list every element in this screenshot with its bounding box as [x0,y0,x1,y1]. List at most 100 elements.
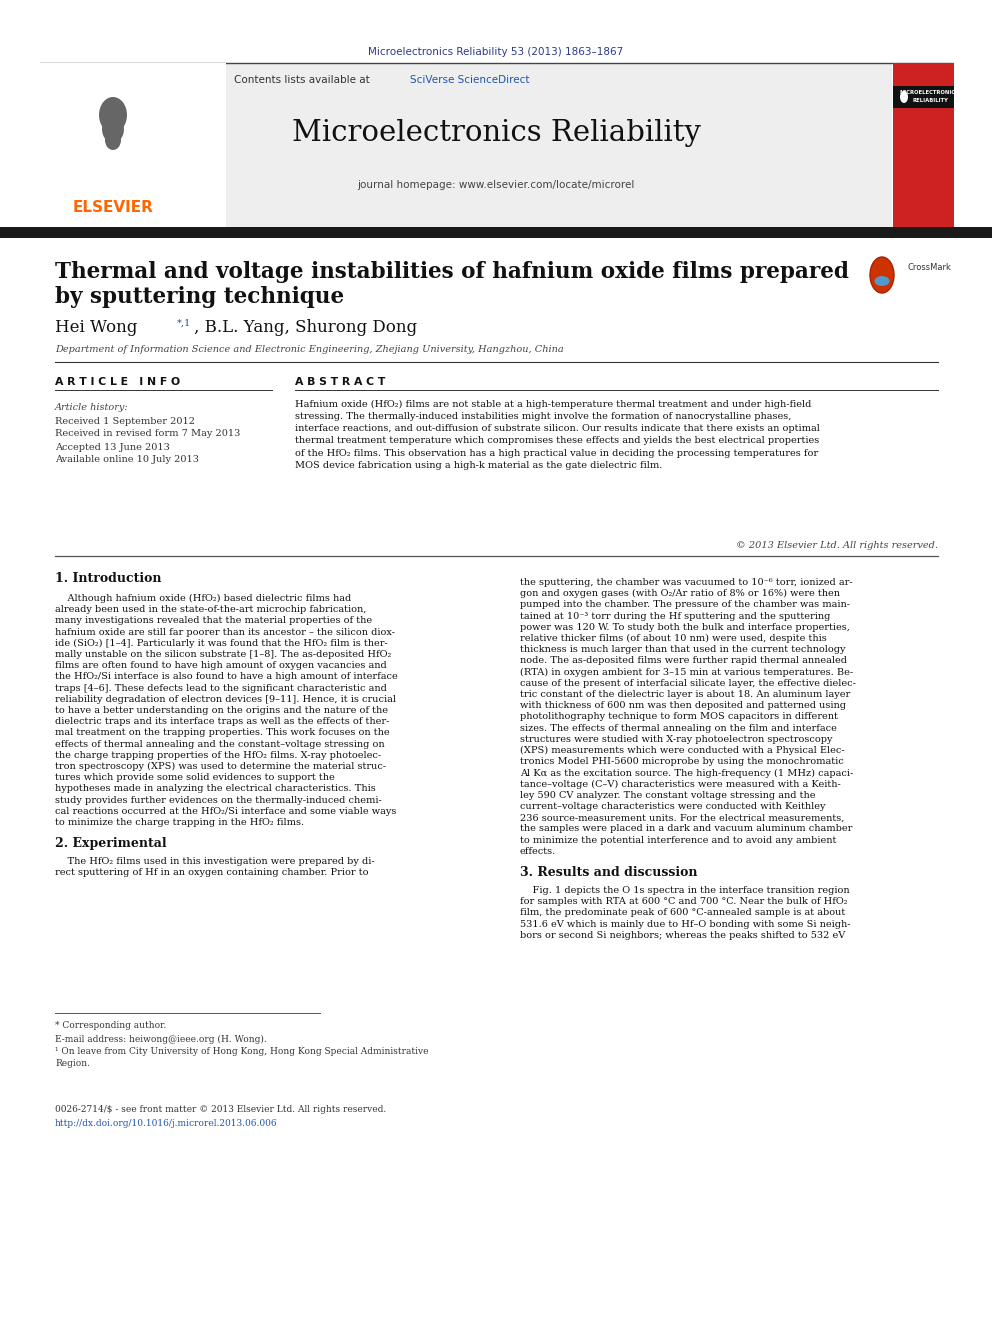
Text: E-mail address: heiwong@ieee.org (H. Wong).: E-mail address: heiwong@ieee.org (H. Won… [55,1035,267,1044]
Text: to minimize the charge trapping in the HfO₂ films.: to minimize the charge trapping in the H… [55,818,305,827]
Text: pumped into the chamber. The pressure of the chamber was main-: pumped into the chamber. The pressure of… [520,601,850,610]
Text: Available online 10 July 2013: Available online 10 July 2013 [55,455,199,464]
Text: Received 1 September 2012: Received 1 September 2012 [55,417,195,426]
Text: effects of thermal annealing and the constant–voltage stressing on: effects of thermal annealing and the con… [55,740,385,749]
Bar [38,64,892,228]
Text: MOS device fabrication using a high-k material as the gate dielectric film.: MOS device fabrication using a high-k ma… [295,460,663,470]
Text: current–voltage characteristics were conducted with Keithley: current–voltage characteristics were con… [520,802,825,811]
Text: 236 source-measurement units. For the electrical measurements,: 236 source-measurement units. For the el… [520,814,844,822]
Text: with thickness of 600 nm was then deposited and patterned using: with thickness of 600 nm was then deposi… [520,701,846,710]
Text: A R T I C L E   I N F O: A R T I C L E I N F O [55,377,181,388]
Text: by sputtering technique: by sputtering technique [55,286,344,308]
Text: SciVerse ScienceDirect: SciVerse ScienceDirect [410,75,530,85]
Text: to have a better understanding on the origins and the nature of the: to have a better understanding on the or… [55,706,388,714]
Text: , B.L. Yang, Shurong Dong: , B.L. Yang, Shurong Dong [194,319,417,336]
Text: the samples were placed in a dark and vacuum aluminum chamber: the samples were placed in a dark and va… [520,824,852,833]
Text: CrossMark: CrossMark [908,263,952,273]
Ellipse shape [105,130,121,149]
Text: dielectric traps and its interface traps as well as the effects of ther-: dielectric traps and its interface traps… [55,717,390,726]
Ellipse shape [875,277,890,286]
Ellipse shape [102,115,124,143]
Text: the sputtering, the chamber was vacuumed to 10⁻⁶ torr, ionized ar-: the sputtering, the chamber was vacuumed… [520,578,853,587]
Text: mal treatment on the trapping properties. This work focuses on the: mal treatment on the trapping properties… [55,729,390,737]
Text: thermal treatment temperature which compromises these effects and yields the bes: thermal treatment temperature which comp… [295,437,819,446]
Text: many investigations revealed that the material properties of the: many investigations revealed that the ma… [55,617,372,626]
Text: cal reactions occurred at the HfO₂/Si interface and some viable ways: cal reactions occurred at the HfO₂/Si in… [55,807,397,816]
Text: reliability degradation of electron devices [9–11]. Hence, it is crucial: reliability degradation of electron devi… [55,695,396,704]
Bar [893,64,954,228]
Text: tric constant of the dielectric layer is about 18. An aluminum layer: tric constant of the dielectric layer is… [520,691,850,699]
Text: power was 120 W. To study both the bulk and interface properties,: power was 120 W. To study both the bulk … [520,623,850,632]
Text: MICROELECTRONICS: MICROELECTRONICS [900,90,960,95]
Text: A B S T R A C T: A B S T R A C T [295,377,385,388]
Text: effects.: effects. [520,847,557,856]
Text: 531.6 eV which is mainly due to Hf–O bonding with some Si neigh-: 531.6 eV which is mainly due to Hf–O bon… [520,919,850,929]
Text: * Corresponding author.: * Corresponding author. [55,1021,167,1031]
Text: tance–voltage (C–V) characteristics were measured with a Keith-: tance–voltage (C–V) characteristics were… [520,779,841,789]
Text: node. The as-deposited films were further rapid thermal annealed: node. The as-deposited films were furthe… [520,656,847,665]
Text: tures which provide some solid evidences to support the: tures which provide some solid evidences… [55,773,334,782]
Text: The HfO₂ films used in this investigation were prepared by di-: The HfO₂ films used in this investigatio… [55,857,375,867]
Text: ide (SiO₂) [1–4]. Particularly it was found that the HfO₂ film is ther-: ide (SiO₂) [1–4]. Particularly it was fo… [55,639,388,648]
Text: photolithography technique to form MOS capacitors in different: photolithography technique to form MOS c… [520,712,838,721]
Text: bors or second Si neighbors; whereas the peaks shifted to 532 eV: bors or second Si neighbors; whereas the… [520,931,845,939]
Ellipse shape [900,91,908,103]
Text: traps [4–6]. These defects lead to the significant characteristic and: traps [4–6]. These defects lead to the s… [55,684,387,693]
Text: ¹ On leave from City University of Hong Kong, Hong Kong Special Administrative: ¹ On leave from City University of Hong … [55,1048,429,1057]
Text: Fig. 1 depicts the O 1s spectra in the interface transition region: Fig. 1 depicts the O 1s spectra in the i… [520,886,849,894]
Text: sizes. The effects of thermal annealing on the film and interface: sizes. The effects of thermal annealing … [520,724,837,733]
Text: interface reactions, and out-diffusion of substrate silicon. Our results indicat: interface reactions, and out-diffusion o… [295,425,819,433]
Text: journal homepage: www.elsevier.com/locate/microrel: journal homepage: www.elsevier.com/locat… [357,180,635,191]
Text: Microelectronics Reliability 53 (2013) 1863–1867: Microelectronics Reliability 53 (2013) 1… [368,48,624,57]
Text: © 2013 Elsevier Ltd. All rights reserved.: © 2013 Elsevier Ltd. All rights reserved… [736,541,938,550]
Text: the HfO₂/Si interface is also found to have a high amount of interface: the HfO₂/Si interface is also found to h… [55,672,398,681]
Text: Thermal and voltage instabilities of hafnium oxide films prepared: Thermal and voltage instabilities of haf… [55,261,849,283]
Text: http://dx.doi.org/10.1016/j.microrel.2013.06.006: http://dx.doi.org/10.1016/j.microrel.201… [55,1118,278,1127]
Text: study provides further evidences on the thermally-induced chemi-: study provides further evidences on the … [55,795,382,804]
Bar [0,228,992,238]
Text: (RTA) in oxygen ambient for 3–15 min at various temperatures. Be-: (RTA) in oxygen ambient for 3–15 min at … [520,668,853,677]
Text: tained at 10⁻³ torr during the Hf sputtering and the sputtering: tained at 10⁻³ torr during the Hf sputte… [520,611,830,620]
Text: Article history:: Article history: [55,402,129,411]
Text: film, the predominate peak of 600 °C-annealed sample is at about: film, the predominate peak of 600 °C-ann… [520,909,845,917]
Text: Al Kα as the excitation source. The high-frequency (1 MHz) capaci-: Al Kα as the excitation source. The high… [520,769,853,778]
Text: Although hafnium oxide (HfO₂) based dielectric films had: Although hafnium oxide (HfO₂) based diel… [55,594,351,603]
Text: 1. Introduction: 1. Introduction [55,572,162,585]
Text: films are often found to have high amount of oxygen vacancies and: films are often found to have high amoun… [55,662,387,671]
Text: cause of the present of interfacial silicate layer, the effective dielec-: cause of the present of interfacial sili… [520,679,856,688]
Text: hafnium oxide are still far poorer than its ancestor – the silicon diox-: hafnium oxide are still far poorer than … [55,627,395,636]
Text: ley 590 CV analyzer. The constant voltage stressing and the: ley 590 CV analyzer. The constant voltag… [520,791,815,800]
Text: Department of Information Science and Electronic Engineering, Zhejiang Universit: Department of Information Science and El… [55,345,563,355]
Text: Hafnium oxide (HfO₂) films are not stable at a high-temperature thermal treatmen: Hafnium oxide (HfO₂) films are not stabl… [295,400,811,409]
Text: Accepted 13 June 2013: Accepted 13 June 2013 [55,442,170,451]
Text: Region.: Region. [55,1060,90,1069]
Text: rect sputtering of Hf in an oxygen containing chamber. Prior to: rect sputtering of Hf in an oxygen conta… [55,868,368,877]
Text: 2. Experimental: 2. Experimental [55,836,167,849]
Text: (XPS) measurements which were conducted with a Physical Elec-: (XPS) measurements which were conducted … [520,746,844,755]
Text: stressing. The thermally-induced instabilities might involve the formation of na: stressing. The thermally-induced instabi… [295,411,792,421]
Text: thickness is much larger than that used in the current technology: thickness is much larger than that used … [520,646,845,654]
Text: to minimize the potential interference and to avoid any ambient: to minimize the potential interference a… [520,836,836,844]
Text: structures were studied with X-ray photoelectron spectroscopy: structures were studied with X-ray photo… [520,734,832,744]
Text: Received in revised form 7 May 2013: Received in revised form 7 May 2013 [55,430,240,438]
Text: hypotheses made in analyzing the electrical characteristics. This: hypotheses made in analyzing the electri… [55,785,376,794]
Text: tronics Model PHI-5600 microprobe by using the monochromatic: tronics Model PHI-5600 microprobe by usi… [520,757,844,766]
Ellipse shape [99,97,127,134]
Text: 0026-2714/$ - see front matter © 2013 Elsevier Ltd. All rights reserved.: 0026-2714/$ - see front matter © 2013 El… [55,1106,386,1114]
Text: gon and oxygen gases (with O₂/Ar ratio of 8% or 16%) were then: gon and oxygen gases (with O₂/Ar ratio o… [520,589,840,598]
Text: tron spectroscopy (XPS) was used to determine the material struc-: tron spectroscopy (XPS) was used to dete… [55,762,386,771]
Ellipse shape [870,257,894,292]
Text: Contents lists available at: Contents lists available at [234,75,373,85]
Text: RELIABILITY: RELIABILITY [912,98,948,103]
Text: Hei Wong: Hei Wong [55,319,137,336]
Text: 3. Results and discussion: 3. Results and discussion [520,865,697,878]
Text: relative thicker films (of about 10 nm) were used, despite this: relative thicker films (of about 10 nm) … [520,634,826,643]
Text: *,1: *,1 [177,319,191,328]
Text: already been used in the state-of-the-art microchip fabrication,: already been used in the state-of-the-ar… [55,605,366,614]
Text: of the HfO₂ films. This observation has a high practical value in deciding the p: of the HfO₂ films. This observation has … [295,448,818,458]
Bar [893,86,954,108]
Text: mally unstable on the silicon substrate [1–8]. The as-deposited HfO₂: mally unstable on the silicon substrate … [55,650,391,659]
Bar [38,64,226,228]
Text: ELSEVIER: ELSEVIER [72,201,154,216]
Text: Microelectronics Reliability: Microelectronics Reliability [292,119,700,147]
